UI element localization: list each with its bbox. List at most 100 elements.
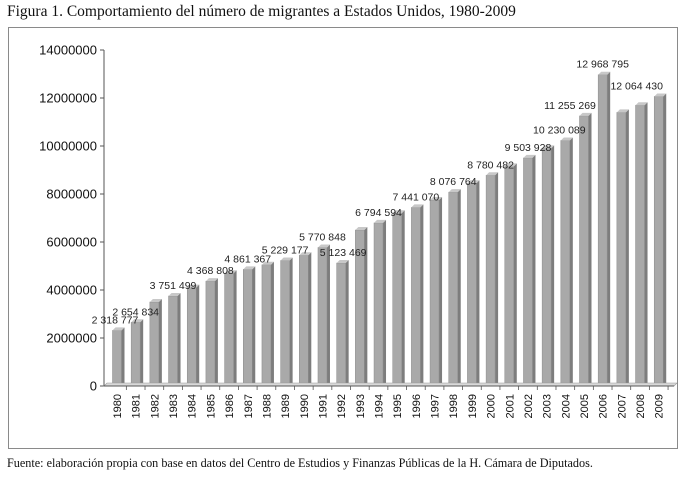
bar-front — [392, 212, 402, 387]
data-label: 7 441 070 — [393, 191, 440, 203]
bar — [224, 270, 237, 387]
x-tick-label: 1984 — [187, 394, 199, 418]
bar-front — [224, 272, 234, 387]
bar — [485, 172, 499, 387]
x-tick-label: 1997 — [430, 394, 442, 418]
bar — [205, 278, 218, 387]
bar — [168, 292, 181, 387]
bar — [635, 102, 648, 387]
bar-side — [270, 261, 274, 386]
bar-front — [467, 182, 477, 387]
data-label: 8 780 482 — [467, 159, 514, 171]
bar-front — [597, 74, 608, 387]
bar-side — [551, 145, 555, 386]
bar-front — [280, 260, 290, 387]
bar-top — [579, 112, 592, 116]
bar-side — [495, 172, 499, 386]
bar-top — [280, 257, 293, 261]
bar — [299, 252, 312, 387]
bar-front — [579, 115, 589, 387]
bar-top — [187, 284, 200, 288]
x-tick-label: 1996 — [411, 394, 423, 418]
x-tick-label: 1992 — [336, 394, 348, 418]
bar-front — [429, 199, 440, 387]
y-tick-label: 4000000 — [46, 283, 97, 298]
bar — [541, 145, 555, 387]
bar-top — [523, 154, 536, 158]
bar-side — [196, 284, 200, 386]
figure-source: Fuente: elaboración propia con base en d… — [7, 456, 593, 470]
x-axis: 1980 1981 1982 1983 1984 1985 1986 1987 1988 1989… — [103, 382, 677, 418]
y-tick-label: 6000000 — [46, 235, 97, 250]
bar-front — [205, 280, 216, 387]
x-tick-label: 1999 — [467, 394, 479, 418]
bar — [317, 244, 330, 387]
bar-front — [653, 96, 664, 387]
x-tick-label: 1994 — [374, 394, 386, 418]
bar-side — [532, 154, 536, 386]
bar-front — [616, 112, 627, 387]
bar-side — [439, 197, 443, 386]
bar-front — [560, 140, 571, 387]
bar-side — [457, 189, 461, 386]
bar-top — [654, 93, 667, 97]
x-tick-label: 1988 — [261, 394, 273, 418]
data-label: 4 368 808 — [187, 265, 234, 277]
bar — [261, 261, 274, 387]
bar-side — [214, 278, 218, 386]
bar-top — [261, 261, 274, 265]
bar-front — [411, 207, 421, 387]
bar — [243, 266, 256, 387]
bar — [280, 257, 293, 387]
bar-side — [140, 319, 144, 386]
x-tick-label: 1986 — [224, 394, 236, 418]
x-tick-label: 2007 — [616, 394, 628, 418]
bar-top — [635, 102, 648, 106]
data-label: 12 968 795 — [576, 59, 629, 71]
bar-side — [607, 71, 611, 387]
bar-front — [130, 322, 141, 387]
bar-top — [131, 319, 144, 323]
bar-top — [374, 219, 387, 223]
data-label: 2 318 777 — [92, 314, 139, 326]
figure-title: Figura 1. Comportamiento del número de m… — [7, 3, 516, 20]
x-tick-label: 2005 — [579, 394, 591, 418]
bar — [448, 189, 461, 387]
data-label: 2 654 834 — [112, 306, 159, 318]
bar — [523, 154, 536, 387]
bar — [467, 180, 480, 387]
x-tick-label: 2009 — [654, 394, 666, 418]
bar-front — [186, 287, 197, 387]
bar-top — [243, 266, 256, 270]
bar-front — [243, 269, 253, 387]
bar-chart: 0 2000000 4000000 6000000 8000000 10000000 120… — [39, 43, 677, 418]
bar-top — [504, 163, 517, 167]
data-label: 5 770 848 — [299, 231, 346, 243]
bar-front — [299, 254, 309, 387]
bar-top — [598, 71, 611, 75]
data-label: 8 076 764 — [430, 176, 477, 188]
bar — [504, 163, 517, 387]
bar-side — [383, 219, 387, 386]
bar-top — [542, 145, 555, 149]
bar-side — [326, 244, 330, 386]
bar — [130, 319, 144, 387]
x-tick-label: 2003 — [542, 394, 554, 418]
bar — [336, 260, 349, 387]
x-tick-label: 1985 — [205, 394, 217, 418]
bar-top — [205, 278, 218, 282]
bar-front — [485, 175, 496, 387]
bar-side — [401, 210, 405, 386]
x-tick-label: 1981 — [131, 394, 143, 418]
bars-group — [112, 71, 667, 387]
data-label: 11 255 269 — [544, 100, 596, 112]
x-tick-label: 1980 — [112, 394, 124, 418]
x-tick-label: 1993 — [355, 394, 367, 418]
y-tick-label: 0 — [90, 379, 97, 394]
bar — [373, 219, 387, 387]
bar-side — [121, 327, 125, 386]
y-tick-label: 2000000 — [46, 331, 97, 346]
data-label: 3 751 499 — [150, 280, 197, 292]
bar-side — [308, 252, 312, 386]
